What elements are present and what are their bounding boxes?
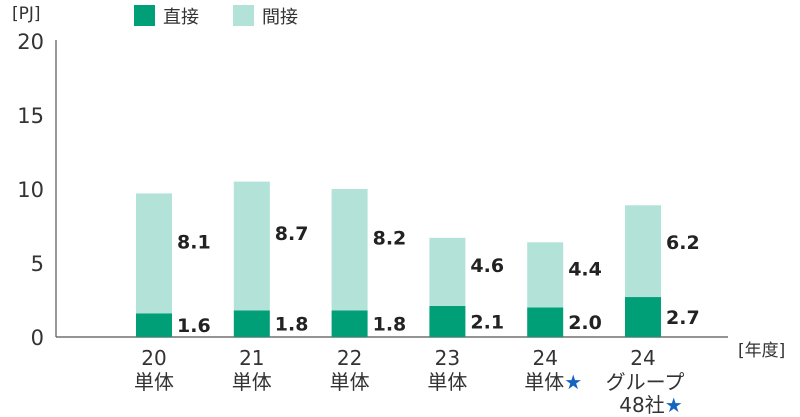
- category-scope-2: 単体: [330, 370, 370, 394]
- y-tick-labels: 0 5 10 15 20: [17, 30, 44, 350]
- bar-indirect-3: [429, 237, 466, 306]
- category-scope-5: グループ: [606, 370, 685, 394]
- data-label-direct-0: 1.6: [177, 315, 211, 337]
- legend-swatch-indirect: [233, 5, 254, 26]
- category-scope-1: 単体: [232, 370, 272, 394]
- bar-direct-2: [331, 310, 368, 337]
- data-label-direct-5: 2.7: [666, 307, 700, 329]
- legend-label-indirect: 間接: [262, 7, 298, 28]
- category-scope-3: 単体: [427, 370, 467, 394]
- data-label-indirect-2: 8.2: [373, 228, 407, 250]
- legend-label-direct: 直接: [163, 7, 199, 28]
- y-tick-label-0: 0: [31, 326, 44, 350]
- bar-direct-3: [429, 305, 466, 337]
- legend-swatch-direct: [134, 5, 155, 26]
- data-label-direct-4: 2.0: [568, 312, 602, 334]
- data-label-indirect-1: 8.7: [275, 223, 309, 245]
- bar-indirect-1: [233, 181, 270, 311]
- category-year-4: 24: [532, 346, 557, 370]
- bar-direct-0: [136, 313, 172, 337]
- category-scope-0: 単体: [134, 370, 174, 394]
- category-year-2: 22: [337, 346, 362, 370]
- category-scope-4: 単体★: [524, 370, 582, 394]
- category-year-1: 21: [239, 346, 264, 370]
- x-axis-unit: [年度]: [738, 341, 785, 361]
- bars: 1.6 8.1 1.8 8.7 1.8 8.2 2.1 4.6 2.0 4.4 2.7 6.2: [136, 181, 700, 337]
- bar-direct-5: [625, 297, 661, 337]
- y-tick-label-15: 15: [17, 104, 44, 128]
- y-tick-label-10: 10: [17, 178, 44, 202]
- category-scope-extra-5: 48社★: [619, 393, 682, 417]
- bar-indirect-0: [136, 193, 172, 314]
- category-year-3: 23: [435, 346, 460, 370]
- bar-indirect-4: [527, 242, 564, 308]
- category-year-0: 20: [141, 346, 166, 370]
- y-tick-label-5: 5: [31, 252, 44, 276]
- data-label-direct-2: 1.8: [373, 314, 407, 336]
- data-label-indirect-3: 4.6: [470, 255, 504, 277]
- data-label-indirect-4: 4.4: [568, 258, 602, 280]
- data-label-direct-3: 2.1: [470, 311, 504, 333]
- bar-direct-4: [527, 307, 564, 337]
- y-tick-label-20: 20: [17, 30, 44, 54]
- star-icon: ★: [564, 370, 582, 394]
- legend: 直接 間接: [134, 5, 298, 28]
- star-icon: ★: [665, 393, 683, 417]
- bar-direct-1: [233, 310, 270, 337]
- y-axis-unit: [PJ]: [12, 4, 41, 24]
- data-label-indirect-0: 8.1: [177, 231, 211, 253]
- category-year-5: 24: [630, 346, 655, 370]
- bar-indirect-5: [625, 205, 661, 298]
- bar-indirect-2: [331, 189, 368, 311]
- data-label-indirect-5: 6.2: [666, 232, 700, 254]
- data-label-direct-1: 1.8: [275, 314, 309, 336]
